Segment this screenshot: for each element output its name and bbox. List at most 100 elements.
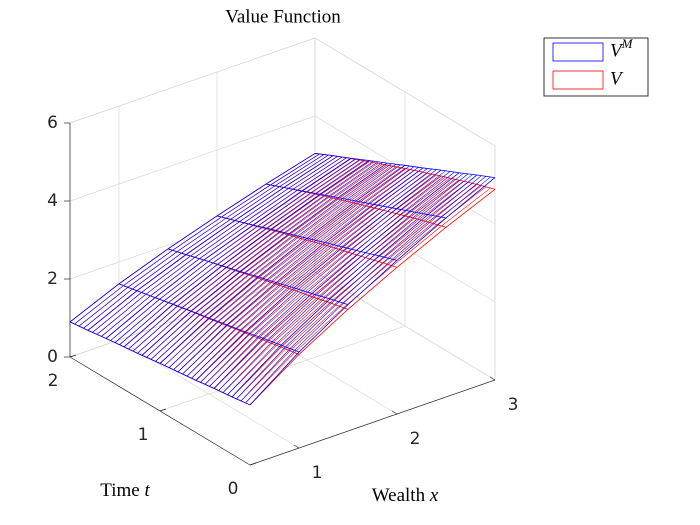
legend-box [543, 37, 649, 97]
mesh-line [87, 155, 334, 331]
mesh-hatch [96, 156, 343, 335]
mesh-hatch [168, 166, 415, 368]
mesh-line [69, 321, 251, 406]
mesh-line [249, 188, 496, 406]
z-tick-label: 4 [47, 191, 58, 211]
mesh-line [177, 171, 424, 373]
legend: VMV [543, 36, 649, 97]
legend-swatch [552, 70, 604, 90]
mesh-hatch [137, 162, 383, 354]
mesh-hatch [114, 159, 361, 343]
y-tick-label: 1 [138, 425, 149, 445]
mesh-hatch [222, 173, 469, 393]
mesh-hatch [200, 170, 446, 383]
z-tick-label: 0 [47, 347, 58, 367]
mesh-line [195, 169, 442, 381]
mesh-surface [69, 153, 496, 406]
mesh-hatch [146, 165, 392, 358]
mesh-hatch [204, 177, 451, 385]
grid-line [159, 325, 406, 412]
mesh-hatch [218, 173, 464, 391]
z-tick-label: 2 [47, 269, 58, 289]
mesh-line [314, 153, 496, 178]
mesh-surface [69, 153, 496, 406]
legend-swatch [552, 42, 604, 62]
mesh [69, 153, 496, 406]
mesh-hatch [155, 164, 401, 362]
grid-line [69, 271, 316, 358]
x-tick [293, 444, 300, 449]
x-tick-label: 1 [312, 463, 323, 483]
mesh-hatch [236, 175, 482, 400]
mesh-line [249, 177, 496, 406]
mesh-line [105, 157, 352, 339]
mesh-hatch [128, 160, 374, 350]
x-axis [249, 379, 496, 466]
mesh-hatch [119, 159, 365, 346]
mesh-hatch [240, 186, 487, 402]
y-tick-label: 0 [228, 479, 239, 499]
grid [69, 37, 496, 466]
mesh-line [159, 164, 406, 364]
mesh-hatch [132, 161, 379, 352]
y-tick [159, 408, 167, 412]
mesh-hatch [155, 167, 401, 362]
mesh-hatch [164, 169, 410, 366]
mesh-line [265, 183, 447, 219]
legend-label: V [610, 68, 624, 89]
mesh-line [167, 248, 349, 306]
x-tick-label: 3 [508, 395, 519, 415]
mesh-hatch [245, 176, 491, 404]
mesh-hatch [209, 171, 455, 387]
mesh-line [213, 172, 460, 389]
mesh-line [177, 167, 424, 373]
y-axis-label: Time t [100, 480, 150, 501]
mesh-line [123, 160, 370, 348]
mesh-hatch [204, 171, 451, 385]
y-tick-label: 2 [48, 371, 59, 391]
mesh-hatch [173, 171, 419, 370]
x-axis-label: Wealth x [372, 485, 439, 506]
mesh-hatch [240, 176, 487, 402]
mesh-hatch [101, 157, 347, 337]
mesh-hatch [83, 154, 329, 329]
y-tick [249, 462, 257, 466]
mesh-line [195, 175, 442, 381]
mesh-hatch [78, 154, 325, 327]
mesh-hatch [209, 178, 455, 387]
x-tick [391, 410, 398, 415]
mesh-hatch [164, 165, 410, 366]
mesh-line [69, 153, 316, 323]
mesh-hatch [78, 154, 325, 327]
z-tick-label: 6 [47, 113, 58, 133]
mesh-hatch [74, 153, 320, 325]
mesh-hatch [92, 156, 338, 333]
mesh-hatch [168, 170, 415, 368]
mesh-line [231, 174, 478, 398]
chart-title: Value Function [225, 6, 341, 27]
mesh-hatch [110, 158, 356, 341]
mesh-hatch [186, 168, 433, 377]
mesh-line [216, 215, 398, 261]
mesh-line [159, 168, 406, 364]
mesh-hatch [150, 166, 397, 360]
mesh-hatch [173, 167, 419, 370]
grid-line [69, 115, 316, 202]
y-tick [69, 354, 77, 358]
mesh-hatch [218, 180, 464, 391]
mesh-line [213, 179, 460, 389]
mesh-hatch [191, 169, 437, 379]
mesh-hatch [146, 163, 392, 358]
mesh-hatch [92, 156, 338, 333]
x-tick-label: 2 [410, 429, 421, 449]
mesh-line [118, 283, 300, 353]
mesh-hatch [150, 163, 397, 360]
axes: 0 2 4 6 1 2 3 0 1 2 Wealth x Time t [47, 113, 518, 506]
mesh-hatch [200, 176, 446, 383]
x-tick [489, 376, 496, 381]
mesh-hatch [182, 168, 428, 375]
mesh-hatch [83, 154, 329, 329]
mesh-hatch [227, 174, 473, 395]
mesh-line [141, 162, 388, 356]
